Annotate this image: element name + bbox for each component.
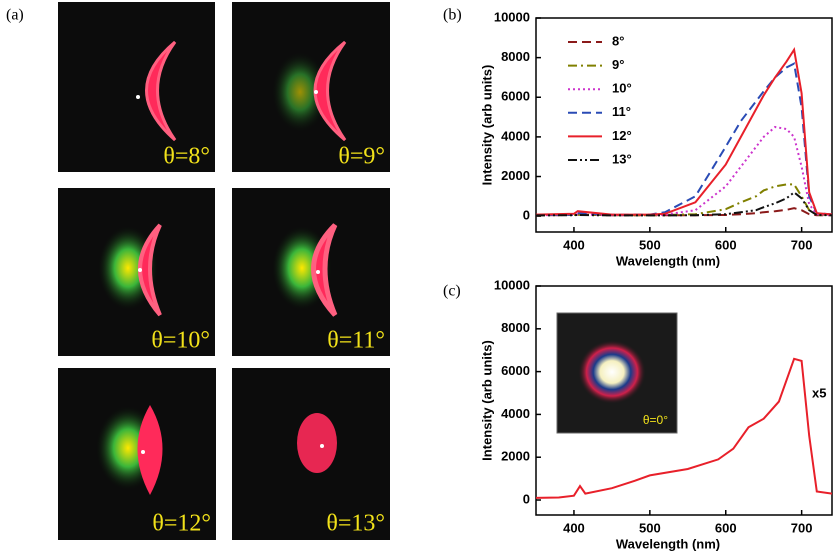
legend-label: 10° (612, 81, 632, 96)
photo: θ=12° (58, 368, 216, 540)
photo: θ=13° (232, 368, 390, 540)
inset-label: θ=0° (643, 413, 668, 427)
x-tick-label: 500 (639, 520, 661, 535)
photo-label: θ=13° (326, 511, 385, 537)
legend-label: 13° (612, 151, 632, 166)
x-tick-label: 400 (563, 237, 585, 252)
legend-label: 9° (612, 57, 624, 72)
y-axis-title: Intensity (arb units) (479, 340, 494, 461)
x-axis-title: Wavelength (nm) (616, 536, 720, 551)
photo: θ=8° (58, 2, 215, 172)
inset: θ=0° (557, 313, 677, 433)
x-tick-label: 600 (715, 520, 737, 535)
y-tick-label: 4000 (501, 128, 530, 143)
legend-label: 12° (612, 128, 632, 143)
x-tick-label: 600 (715, 237, 737, 252)
photo: θ=10° (58, 188, 215, 356)
photo-label: θ=12° (152, 511, 211, 537)
y-tick-label: 10000 (494, 9, 530, 24)
y-tick-label: 2000 (501, 168, 530, 183)
y-tick-label: 6000 (501, 89, 530, 104)
x-tick-label: 500 (639, 237, 661, 252)
photo-label: θ=10° (151, 328, 210, 354)
panel-label: (c) (443, 283, 461, 300)
x-tick-label: 700 (791, 237, 813, 252)
photo: θ=11° (232, 188, 390, 356)
x-axis-title: Wavelength (nm) (616, 253, 720, 268)
x-tick-label: 700 (791, 520, 813, 535)
y-tick-label: 4000 (501, 406, 530, 421)
figure: (a) (b) (c) θ=8° θ=9° θ=10° (0, 0, 833, 554)
series-line (536, 127, 833, 215)
y-tick-label: 2000 (501, 449, 530, 464)
y-tick-label: 0 (523, 491, 530, 506)
y-tick-label: 8000 (501, 49, 530, 64)
y-tick-label: 10000 (494, 277, 530, 292)
plot-frame (536, 18, 832, 232)
panel-label: (b) (443, 7, 462, 24)
y-tick-label: 8000 (501, 320, 530, 335)
x-tick-label: 400 (563, 520, 585, 535)
photo: θ=9° (232, 2, 390, 172)
photo-label: θ=11° (327, 328, 385, 354)
legend-label: 8° (612, 33, 624, 48)
photo-grid: θ=8° θ=9° θ=10° θ=11° θ= (58, 2, 390, 540)
series-line (536, 64, 833, 215)
annotation: x5 (812, 385, 826, 400)
y-tick-label: 6000 (501, 363, 530, 378)
y-tick-label: 0 (523, 208, 530, 223)
photo-label: θ=9° (338, 144, 385, 170)
photo-label: θ=8° (163, 144, 210, 170)
panel-label: (a) (6, 7, 24, 24)
legend-label: 11° (612, 104, 631, 119)
y-axis-title: Intensity (arb units) (479, 65, 494, 186)
